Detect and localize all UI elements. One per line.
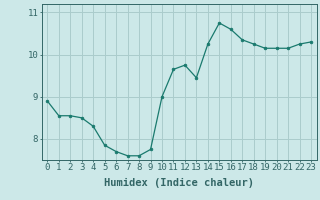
X-axis label: Humidex (Indice chaleur): Humidex (Indice chaleur) [104, 178, 254, 188]
